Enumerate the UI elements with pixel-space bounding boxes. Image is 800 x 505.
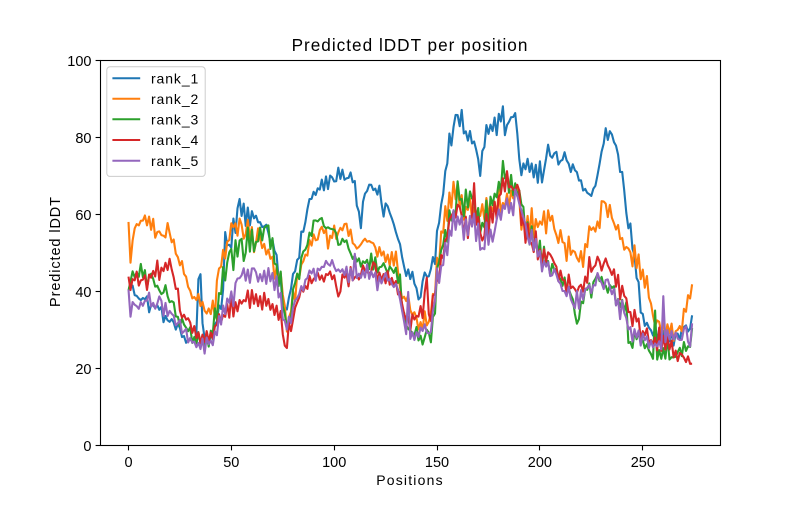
svg-text:Predicted lDDT per position: Predicted lDDT per position — [292, 35, 529, 55]
svg-text:100: 100 — [322, 455, 346, 471]
svg-text:50: 50 — [223, 455, 239, 471]
svg-text:0: 0 — [83, 439, 91, 455]
svg-text:20: 20 — [75, 362, 91, 378]
svg-text:0: 0 — [124, 455, 132, 471]
svg-text:rank_5: rank_5 — [151, 153, 199, 169]
svg-text:80: 80 — [75, 131, 91, 147]
svg-text:rank_4: rank_4 — [151, 132, 199, 148]
svg-text:100: 100 — [67, 54, 91, 70]
svg-text:200: 200 — [528, 455, 552, 471]
svg-text:40: 40 — [75, 285, 91, 301]
svg-text:rank_3: rank_3 — [151, 111, 199, 127]
svg-text:Positions: Positions — [376, 472, 444, 488]
svg-text:Predicted lDDT: Predicted lDDT — [48, 196, 64, 307]
svg-text:rank_2: rank_2 — [151, 91, 199, 107]
svg-text:250: 250 — [631, 455, 655, 471]
svg-text:rank_1: rank_1 — [151, 70, 199, 86]
svg-text:60: 60 — [75, 208, 91, 224]
svg-text:150: 150 — [425, 455, 449, 471]
